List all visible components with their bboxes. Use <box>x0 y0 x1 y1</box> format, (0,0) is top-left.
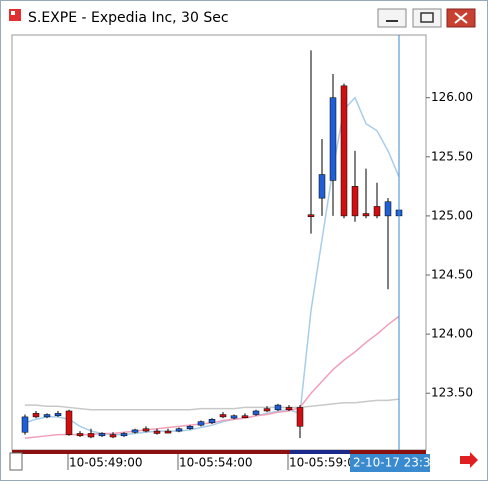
candle-body <box>197 421 205 426</box>
candle-body <box>54 413 62 416</box>
candle-body <box>274 404 282 411</box>
candle-body <box>373 206 381 217</box>
cursor-label-bg <box>350 454 430 472</box>
time-bar-highlight <box>290 450 350 454</box>
y-tick-label: 125.50 <box>431 149 473 163</box>
x-tick-label: 10-05:49:00 <box>69 456 143 470</box>
minimize-button[interactable] <box>377 8 407 28</box>
candle-body <box>252 410 260 415</box>
candle-body <box>285 407 293 411</box>
candle-body <box>186 426 194 429</box>
y-tick-label: 124.00 <box>431 327 473 341</box>
candle-body <box>21 416 29 433</box>
moving-average-line <box>25 398 400 411</box>
y-tick-label: 124.50 <box>431 268 473 282</box>
moving-average-line <box>24 96 400 436</box>
candle-body <box>263 408 271 412</box>
candle-body <box>98 433 106 437</box>
maximize-button[interactable] <box>412 8 442 28</box>
y-tick-label: 125.00 <box>431 208 473 222</box>
candle-body <box>340 85 348 217</box>
time-bar <box>12 450 426 454</box>
window-title: S.EXPE - Expedia Inc, 30 Sec <box>28 10 229 26</box>
candle-body <box>230 415 238 419</box>
x-tick-label: 10-05:54:00 <box>179 456 253 470</box>
candle-body <box>43 414 51 418</box>
candle-body <box>241 415 249 418</box>
cursor-label: 2-10-17 23:34:00 <box>353 456 458 470</box>
candle-body <box>362 213 370 217</box>
scroll-box[interactable] <box>9 452 23 471</box>
candle-body <box>164 430 172 434</box>
candle-body <box>153 430 161 434</box>
candle-body <box>329 97 337 181</box>
candle-body <box>351 186 359 217</box>
candle-body <box>120 433 128 437</box>
candle-body <box>219 414 227 418</box>
candle-body <box>318 174 326 199</box>
candle-body <box>384 201 392 217</box>
candle-body <box>109 434 117 438</box>
candle-body <box>76 433 84 437</box>
candle-body <box>87 433 95 438</box>
scroll-right-arrow[interactable] <box>460 452 478 468</box>
plot-frame <box>11 34 427 451</box>
candle-body <box>307 214 315 217</box>
app-icon-detail <box>11 11 15 15</box>
candle-body <box>131 429 139 433</box>
y-tick-label: 123.50 <box>431 386 473 400</box>
x-tick-label: 10-05:59:00 <box>289 456 363 470</box>
candle-body <box>175 428 183 432</box>
candle-body <box>142 428 150 432</box>
candle-body <box>32 413 40 418</box>
close-button[interactable] <box>446 8 476 28</box>
candle-body <box>65 410 73 435</box>
candle-body <box>296 407 304 427</box>
y-tick-label: 126.00 <box>431 90 473 104</box>
candle-body <box>208 419 216 424</box>
